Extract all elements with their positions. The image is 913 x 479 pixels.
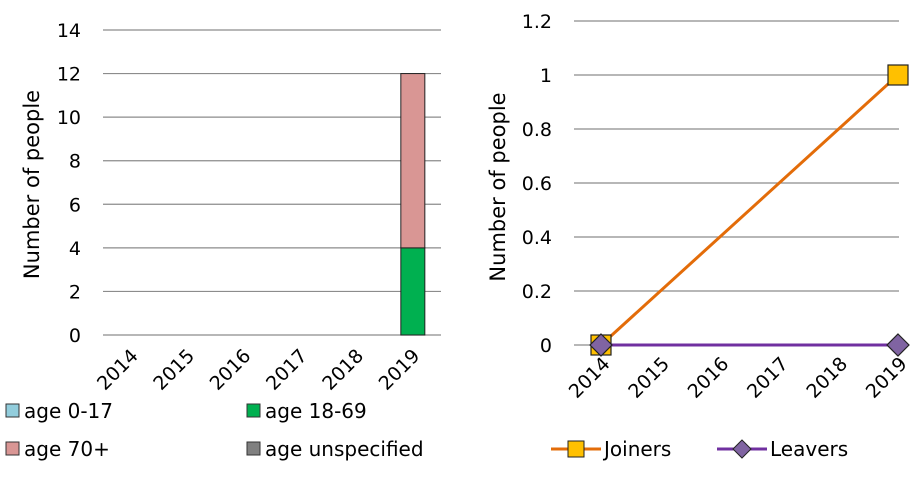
y-tick-label: 12 — [57, 64, 81, 86]
y-tick-label: 0.4 — [522, 227, 552, 249]
y-tick-label: 2 — [69, 281, 81, 303]
y-tick-label: 4 — [69, 238, 81, 260]
y-axis-title: Number of people — [486, 92, 510, 281]
x-tick-label: 2015 — [624, 353, 674, 403]
y-tick-label: 14 — [57, 20, 81, 42]
x-tick-label: 2017 — [743, 353, 793, 403]
x-tick-label: 2016 — [684, 353, 734, 403]
x-tick-label: 2014 — [93, 345, 143, 395]
x-tick-label: 2017 — [262, 345, 312, 395]
y-tick-label: 8 — [69, 151, 81, 173]
y-tick-label: 1.2 — [522, 11, 552, 33]
x-tick-label: 2019 — [375, 345, 425, 395]
y-tick-label: 0 — [69, 325, 81, 347]
x-tick-label: 2014 — [565, 353, 615, 403]
legend-label: age 0-17 — [24, 399, 113, 423]
x-tick-label: 2018 — [318, 345, 368, 395]
legend-swatch — [5, 403, 20, 418]
data-point-leavers — [886, 333, 910, 357]
legend-swatch — [246, 403, 261, 418]
y-axis-title: Number of people — [20, 90, 44, 279]
legend-label: age 70+ — [24, 437, 110, 461]
series-line-joiners — [599, 73, 900, 347]
x-tick-label: 2018 — [802, 353, 852, 403]
y-tick-label: 0.6 — [522, 173, 552, 195]
x-tick-label: 2019 — [862, 353, 912, 403]
y-tick-label: 1 — [540, 65, 552, 87]
x-tick-label: 2016 — [206, 345, 256, 395]
data-point-leavers — [589, 333, 613, 357]
data-point-joiners — [887, 64, 909, 86]
x-tick-label: 2015 — [149, 345, 199, 395]
y-tick-label: 0.8 — [522, 119, 552, 141]
legend-label: Leavers — [770, 437, 848, 461]
bar-segment-age-70+ — [400, 73, 426, 249]
legend-swatch — [5, 441, 20, 456]
legend-swatch — [246, 441, 261, 456]
legend-label: age unspecified — [265, 437, 424, 461]
y-tick-label: 0.2 — [522, 281, 552, 303]
y-tick-label: 6 — [69, 194, 81, 216]
legend-marker — [732, 439, 752, 459]
legend-label: age 18-69 — [265, 399, 367, 423]
legend-marker — [567, 440, 585, 458]
y-tick-label: 0 — [540, 335, 552, 357]
bar-segment-age-18-69 — [400, 247, 426, 336]
legend-label: Joiners — [602, 437, 671, 461]
y-tick-label: 10 — [57, 107, 81, 129]
